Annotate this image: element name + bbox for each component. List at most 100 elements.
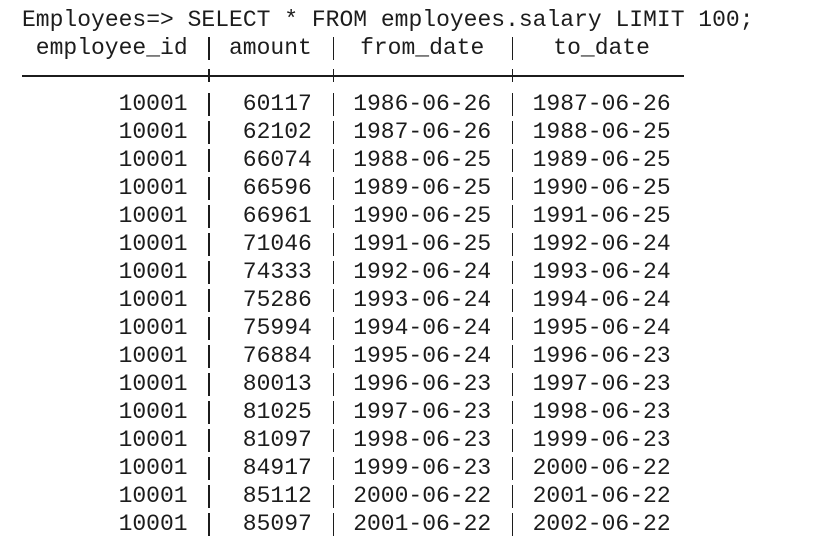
- column-separator: [332, 233, 335, 256]
- column-separator: [511, 93, 514, 116]
- column-separator: [208, 485, 210, 508]
- column-separator: [332, 205, 335, 228]
- table-cell: 1996-06-23: [532, 343, 671, 369]
- table-cell: 10001: [118, 315, 188, 341]
- table-cell: 1993-06-24: [353, 287, 492, 313]
- table-cell: 1992-06-24: [353, 259, 492, 285]
- column-header: from_date: [360, 35, 485, 61]
- table-cell: 10001: [118, 455, 188, 481]
- table-cell: 10001: [118, 147, 188, 173]
- table-cell: 2000-06-22: [532, 455, 671, 481]
- table-cell: 10001: [118, 371, 188, 397]
- table-cell: 2000-06-22: [353, 483, 492, 509]
- table-cell: 1995-06-24: [353, 343, 492, 369]
- table-cell: 76884: [242, 343, 312, 369]
- table-cell: 85097: [242, 511, 312, 537]
- table-cell: 1989-06-25: [353, 175, 492, 201]
- table-cell: 75286: [242, 287, 312, 313]
- column-separator: [511, 513, 514, 536]
- column-separator: [332, 261, 335, 284]
- column-separator: [511, 401, 514, 424]
- column-separator: [208, 289, 210, 312]
- column-separator: [208, 345, 210, 368]
- column-separator: [208, 261, 210, 284]
- column-separator: [511, 429, 514, 452]
- table-cell: 1990-06-25: [353, 203, 492, 229]
- column-separator: [332, 149, 335, 172]
- column-separator: [511, 121, 514, 144]
- table-cell: 1991-06-25: [353, 231, 492, 257]
- table-cell: 1988-06-25: [532, 119, 671, 145]
- column-separator: [208, 373, 210, 396]
- column-separator: [208, 401, 210, 424]
- table-cell: 1998-06-23: [532, 399, 671, 425]
- table-cell: 1997-06-23: [532, 371, 671, 397]
- table-cell: 60117: [242, 91, 312, 117]
- table-cell: 1999-06-23: [532, 427, 671, 453]
- table-cell: 1993-06-24: [532, 259, 671, 285]
- table-cell: 1987-06-26: [532, 91, 671, 117]
- table-cell: 1989-06-25: [532, 147, 671, 173]
- column-separator: [208, 317, 210, 340]
- table-cell: 1999-06-23: [353, 455, 492, 481]
- table-cell: 10001: [118, 119, 188, 145]
- column-separator: [332, 177, 335, 200]
- table-cell: 10001: [118, 343, 188, 369]
- table-cell: 1987-06-26: [353, 119, 492, 145]
- table-cell: 81097: [242, 427, 312, 453]
- table-cell: 1998-06-23: [353, 427, 492, 453]
- column-header: amount: [229, 35, 312, 61]
- header-rule: [22, 75, 685, 77]
- column-separator: [208, 429, 210, 452]
- column-header: employee_id: [35, 35, 188, 61]
- table-cell: 1995-06-24: [532, 315, 671, 341]
- table-cell: 66961: [242, 203, 312, 229]
- table-cell: 66596: [242, 175, 312, 201]
- column-separator: [511, 37, 514, 60]
- rule-junction: [208, 69, 210, 82]
- column-separator: [332, 401, 335, 424]
- column-separator: [208, 177, 210, 200]
- table-cell: 66074: [242, 147, 312, 173]
- column-separator: [332, 457, 335, 480]
- table-cell: 2001-06-22: [532, 483, 671, 509]
- table-cell: 10001: [118, 231, 188, 257]
- column-separator: [208, 37, 210, 60]
- column-separator: [511, 149, 514, 172]
- column-separator: [208, 457, 210, 480]
- table-cell: 1990-06-25: [532, 175, 671, 201]
- column-separator: [511, 289, 514, 312]
- column-separator: [332, 345, 335, 368]
- column-separator: [332, 373, 335, 396]
- rule-junction: [511, 69, 514, 82]
- table-cell: 2002-06-22: [532, 511, 671, 537]
- table-cell: 10001: [118, 399, 188, 425]
- column-separator: [511, 261, 514, 284]
- table-cell: 10001: [118, 175, 188, 201]
- table-cell: 1994-06-24: [353, 315, 492, 341]
- table-cell: 71046: [242, 231, 312, 257]
- column-separator: [511, 233, 514, 256]
- column-separator: [332, 485, 335, 508]
- column-separator: [208, 233, 210, 256]
- column-separator: [511, 457, 514, 480]
- table-cell: 10001: [118, 483, 188, 509]
- table-cell: 84917: [242, 455, 312, 481]
- table-cell: 74333: [242, 259, 312, 285]
- column-separator: [332, 513, 335, 536]
- table-cell: 1986-06-26: [353, 91, 492, 117]
- table-cell: 1996-06-23: [353, 371, 492, 397]
- column-separator: [332, 93, 335, 116]
- column-separator: [332, 37, 335, 60]
- table-cell: 1991-06-25: [532, 203, 671, 229]
- prompt: Employees=> SELECT * FROM employees.sala…: [22, 7, 754, 33]
- column-separator: [511, 345, 514, 368]
- column-separator: [511, 373, 514, 396]
- table-cell: 75994: [242, 315, 312, 341]
- table-cell: 62102: [242, 119, 312, 145]
- column-separator: [208, 513, 210, 536]
- column-separator: [511, 177, 514, 200]
- table-cell: 10001: [118, 203, 188, 229]
- table-cell: 10001: [118, 511, 188, 537]
